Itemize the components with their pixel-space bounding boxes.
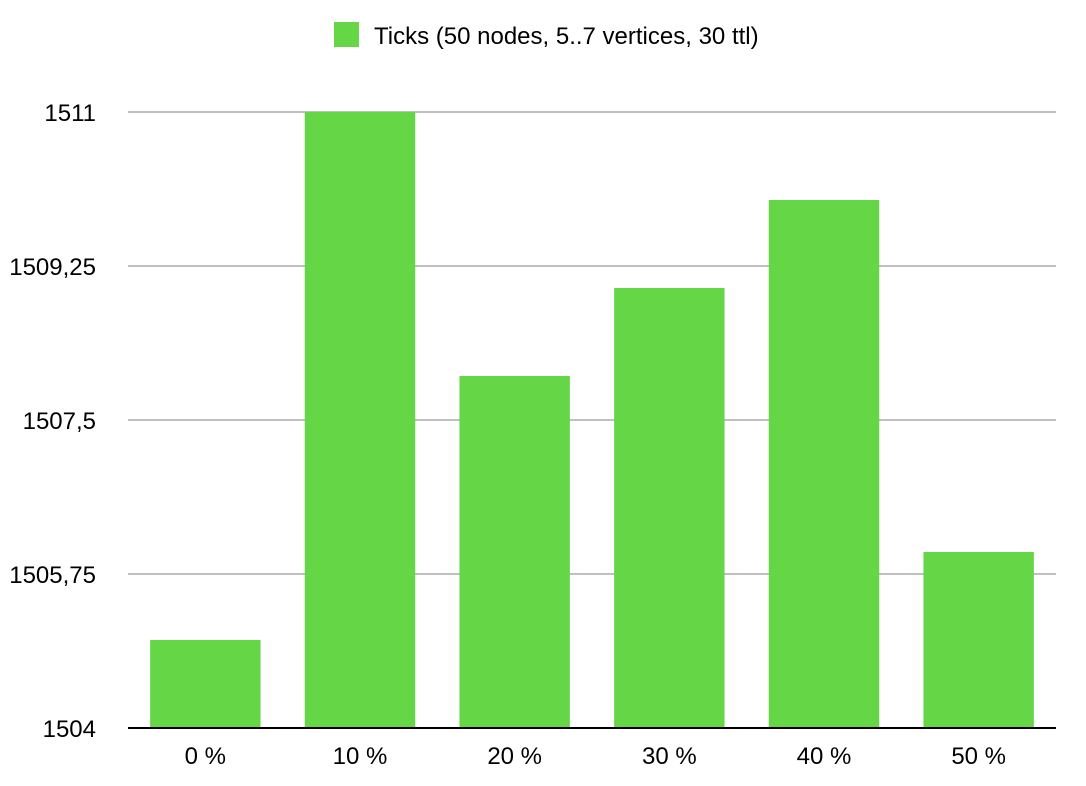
y-tick-label: 1507,5 [23,408,96,435]
x-tick-label: 10 % [333,743,388,770]
x-tick-label: 40 % [797,743,852,770]
bars [150,112,1034,728]
bar [768,200,880,728]
x-tick-label: 0 % [185,743,226,770]
x-tick-label: 50 % [951,743,1006,770]
legend-swatch [334,22,359,47]
bar [614,288,725,728]
legend: Ticks (50 nodes, 5..7 vertices, 30 ttl) [334,22,759,50]
bar [304,112,416,728]
bar [923,552,1034,728]
bar [150,640,261,728]
grid-lines [128,111,1056,575]
y-tick-label: 1504 [43,716,96,743]
y-tick-label: 1509,25 [9,254,96,281]
y-axis-tick-labels: 1504 1505,75 1507,5 1509,25 1511 [9,100,96,743]
legend-label: Ticks (50 nodes, 5..7 vertices, 30 ttl) [374,23,759,50]
x-tick-label: 20 % [487,743,542,770]
x-axis-tick-labels: 0 % 10 % 20 % 30 % 40 % 50 % [185,743,1006,770]
bar [459,376,570,728]
x-tick-label: 30 % [642,743,697,770]
y-tick-label: 1505,75 [9,562,96,589]
y-tick-label: 1511 [44,100,96,127]
